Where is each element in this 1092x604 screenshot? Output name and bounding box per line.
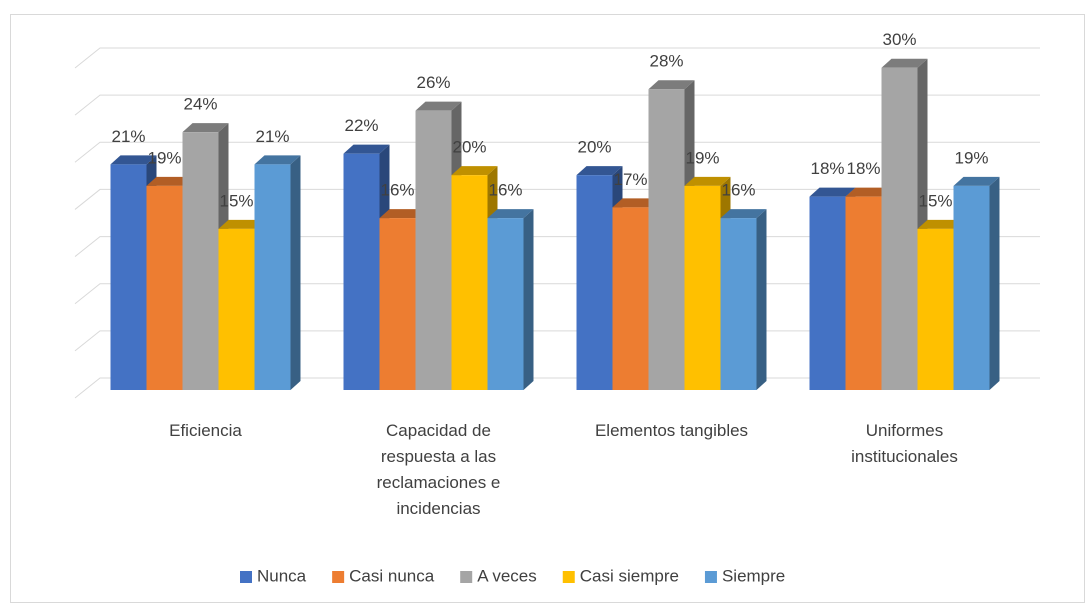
bar-top bbox=[953, 176, 1000, 186]
grid-line bbox=[74, 94, 1040, 116]
bar-top bbox=[218, 219, 265, 229]
data-label: 19% bbox=[147, 148, 181, 167]
bar-top bbox=[881, 58, 928, 68]
legend-label: Siempre bbox=[722, 566, 785, 585]
bar-top bbox=[720, 209, 767, 219]
data-label: 19% bbox=[954, 148, 988, 167]
bar bbox=[146, 185, 183, 390]
bar bbox=[451, 175, 488, 390]
grid-line bbox=[74, 141, 1040, 163]
bar bbox=[612, 207, 649, 390]
data-label: 26% bbox=[416, 73, 450, 92]
bar-side bbox=[523, 209, 534, 390]
bar bbox=[254, 164, 291, 390]
data-label: 16% bbox=[721, 181, 755, 200]
data-label: 21% bbox=[255, 127, 289, 146]
bar-top bbox=[110, 155, 157, 165]
legend-swatch bbox=[460, 571, 473, 583]
bar-top bbox=[612, 198, 659, 208]
data-label: 24% bbox=[183, 95, 217, 114]
legend-label: A veces bbox=[477, 566, 537, 585]
bar-side bbox=[756, 209, 767, 390]
bar-top bbox=[415, 101, 462, 111]
data-label: 16% bbox=[488, 181, 522, 200]
grid-line bbox=[74, 47, 1040, 69]
x-tick-label: Eficiencia bbox=[169, 421, 242, 440]
bar-top bbox=[451, 166, 498, 176]
bar bbox=[720, 218, 757, 390]
bar-top bbox=[576, 166, 623, 176]
bar bbox=[881, 67, 918, 390]
bar bbox=[415, 110, 452, 390]
bar-top bbox=[182, 123, 229, 133]
data-label: 17% bbox=[613, 170, 647, 189]
bar-top bbox=[487, 209, 534, 219]
bar-side bbox=[290, 155, 301, 390]
bar bbox=[343, 153, 380, 390]
legend-label: Nunca bbox=[257, 566, 307, 585]
bar bbox=[218, 228, 255, 390]
bar-top bbox=[343, 144, 390, 154]
bar bbox=[648, 89, 685, 390]
data-label: 16% bbox=[380, 181, 414, 200]
bar-top bbox=[146, 176, 193, 186]
data-label: 18% bbox=[810, 159, 844, 178]
data-label: 28% bbox=[649, 52, 683, 71]
bar-top bbox=[809, 187, 856, 197]
bar-top bbox=[845, 187, 892, 197]
data-label: 18% bbox=[846, 159, 880, 178]
bar-top bbox=[379, 209, 426, 219]
data-label: 15% bbox=[918, 191, 952, 210]
bar bbox=[684, 185, 721, 390]
bar-side bbox=[989, 176, 1000, 390]
bar bbox=[110, 164, 147, 390]
bar-top bbox=[917, 219, 964, 229]
data-label: 20% bbox=[577, 138, 611, 157]
legend-swatch bbox=[332, 571, 345, 583]
legend-label: Casi nunca bbox=[349, 566, 435, 585]
data-label: 15% bbox=[219, 191, 253, 210]
bar bbox=[487, 218, 524, 390]
x-tick-label: Capacidad de respuesta a las reclamacion… bbox=[376, 421, 501, 518]
bar-top bbox=[254, 155, 301, 165]
data-label: 19% bbox=[685, 148, 719, 167]
chart-border bbox=[10, 14, 1085, 603]
data-label: 20% bbox=[452, 138, 486, 157]
legend-swatch bbox=[562, 571, 575, 583]
bar bbox=[953, 185, 990, 390]
bar bbox=[917, 228, 954, 390]
bar bbox=[845, 196, 882, 390]
data-label: 30% bbox=[882, 30, 916, 49]
bar bbox=[576, 175, 613, 390]
data-label: 21% bbox=[111, 127, 145, 146]
bar bbox=[809, 196, 846, 390]
legend-label: Casi siempre bbox=[580, 566, 679, 585]
bar bbox=[379, 218, 416, 390]
x-tick-label: Uniformes institucionales bbox=[851, 421, 958, 466]
x-tick-label: Elementos tangibles bbox=[594, 421, 749, 440]
bar-top bbox=[648, 80, 695, 90]
legend-swatch bbox=[240, 571, 252, 583]
bar bbox=[182, 132, 219, 390]
data-label: 22% bbox=[344, 116, 378, 135]
bar-top bbox=[684, 176, 731, 186]
legend-swatch bbox=[704, 571, 717, 583]
